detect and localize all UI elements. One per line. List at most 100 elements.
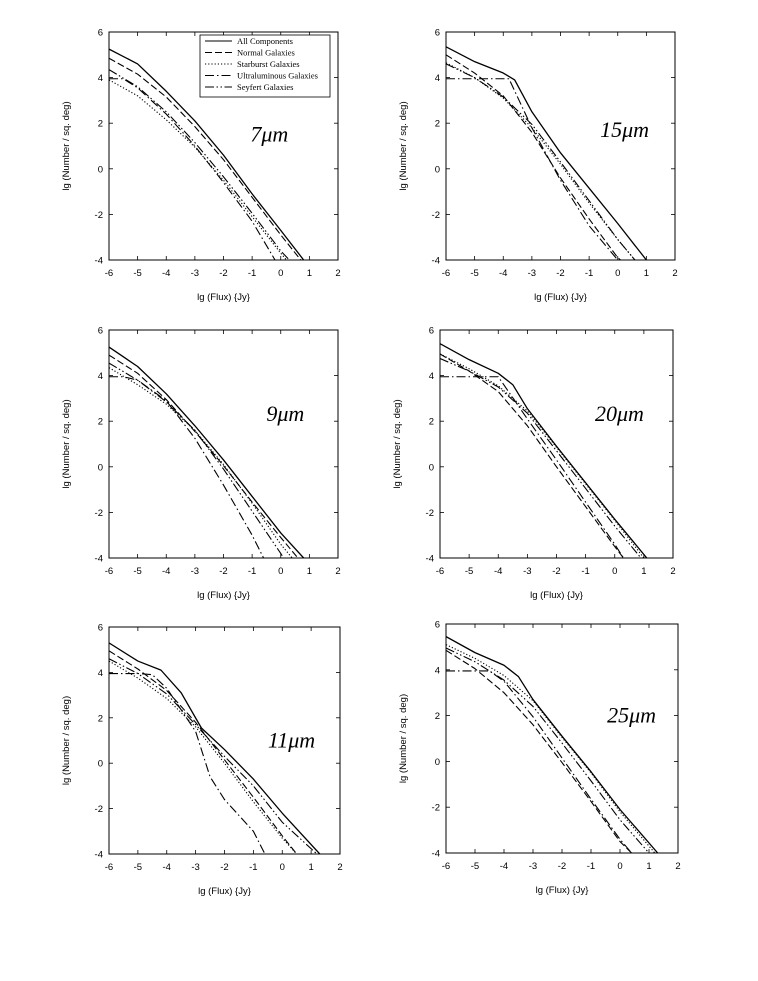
wavelength-label: 25μm (607, 702, 656, 727)
x-axis-title: lg (Flux) {Jy} (534, 292, 587, 303)
chart-panel-11-m: -6 -5 -4 -3 -2 -1 0 1 2 -4 -2 0 2 4 6 lg (Flux) {Jy} lg … (61, 623, 343, 898)
series-line-normal-galaxies (440, 353, 624, 558)
y-tick-label: 0 (98, 759, 103, 770)
series-line-ultraluminous-galaxies (446, 670, 633, 853)
x-tick-label: -1 (249, 862, 257, 873)
y-tick-label: 2 (98, 713, 103, 724)
y-tick-label: 2 (435, 119, 440, 130)
x-tick-label: -6 (105, 566, 113, 577)
series-line-ultraluminous-galaxies (446, 78, 619, 260)
x-tick-label: 2 (670, 566, 675, 577)
x-tick-label: 1 (644, 268, 649, 279)
y-tick-label: 4 (435, 73, 440, 84)
y-tick-label: -2 (95, 210, 103, 221)
x-tick-label: -1 (587, 861, 595, 872)
series-line-all-components (446, 636, 659, 853)
x-tick-label: 1 (307, 566, 312, 577)
x-tick-label: -4 (500, 861, 508, 872)
x-tick-label: -5 (465, 566, 473, 577)
y-tick-label: -2 (95, 508, 103, 519)
x-tick-label: 0 (280, 862, 285, 873)
y-axis-title: lg (Number / sq. deg) (61, 696, 72, 785)
x-tick-label: -2 (219, 268, 227, 279)
chart-panel-20-m: -6 -5 -4 -3 -2 -1 0 1 2 -4 -2 0 2 4 6 lg (Flux) {Jy} lg … (392, 326, 676, 602)
y-tick-label: 0 (429, 462, 434, 473)
x-axis-title: lg (Flux) {Jy} (536, 885, 589, 896)
x-tick-label: 2 (672, 268, 677, 279)
series-line-starburst-galaxies (109, 660, 298, 854)
plot-frame (445, 623, 679, 854)
x-tick-label: -6 (442, 268, 450, 279)
legend-entry-seyfert-galaxies: Seyfert Galaxies (237, 82, 293, 92)
y-tick-label: -2 (95, 804, 103, 815)
x-tick-label: -2 (219, 566, 227, 577)
chart-panel-25-m: -6 -5 -4 -3 -2 -1 0 1 2 -4 -2 0 2 4 6 lg (Flux) {Jy} lg … (398, 620, 681, 897)
x-tick-label: 2 (675, 861, 680, 872)
y-tick-label: -2 (432, 803, 440, 814)
series-line-all-components (446, 46, 647, 260)
wavelength-label: 9μm (266, 401, 304, 426)
series-line-normal-galaxies (446, 54, 621, 260)
y-tick-label: -2 (432, 210, 440, 221)
x-tick-label: 1 (307, 268, 312, 279)
chart-panel-7-m: -6 -5 -4 -3 -2 -1 0 1 2 -4 -2 0 2 4 6 lg (Flux) {Jy} lg … (61, 28, 341, 304)
y-tick-label: -4 (95, 256, 103, 267)
series-line-normal-galaxies (446, 649, 632, 853)
x-tick-label: 0 (612, 566, 617, 577)
x-tick-label: -5 (133, 268, 141, 279)
series-line-ultraluminous-galaxies (109, 78, 276, 260)
wavelength-label: 7μm (250, 121, 288, 146)
wavelength-label: 15μm (600, 117, 649, 142)
x-tick-label: -1 (585, 268, 593, 279)
series-line-all-components (440, 343, 648, 558)
x-tick-label: -3 (528, 268, 536, 279)
x-tick-label: -1 (248, 268, 256, 279)
y-tick-label: 2 (429, 417, 434, 428)
legend-entry-all-components: All Components (237, 36, 293, 46)
series-line-all-components (109, 346, 305, 558)
legend-entry-starburst-galaxies: Starburst Galaxies (237, 59, 300, 69)
x-tick-label: 1 (641, 566, 646, 577)
y-tick-label: 0 (435, 164, 440, 175)
x-tick-label: -4 (162, 268, 170, 279)
y-axis-title: lg (Number / sq. deg) (61, 101, 72, 190)
x-tick-label: -4 (499, 268, 507, 279)
plot-frame (108, 329, 339, 559)
y-tick-label: 4 (98, 668, 103, 679)
x-axis-title: lg (Flux) {Jy} (197, 590, 250, 601)
x-tick-label: -3 (191, 268, 199, 279)
y-tick-label: 6 (98, 28, 103, 39)
y-tick-label: 4 (98, 371, 103, 382)
y-tick-label: 4 (435, 665, 440, 676)
y-tick-label: -4 (426, 554, 434, 565)
x-tick-label: -6 (105, 862, 113, 873)
y-axis-title: lg (Number / sq. deg) (398, 694, 409, 783)
chart-panel-15-m: -6 -5 -4 -3 -2 -1 0 1 2 -4 -2 0 2 4 6 lg (Flux) {Jy} lg … (398, 28, 678, 304)
x-axis-title: lg (Flux) {Jy} (197, 292, 250, 303)
series-line-starburst-galaxies (109, 79, 287, 260)
series-line-seyfert-galaxies (109, 69, 290, 260)
x-axis-title: lg (Flux) {Jy} (530, 590, 583, 601)
plot-frame (445, 31, 676, 261)
y-tick-label: -4 (95, 850, 103, 861)
x-tick-label: -5 (134, 862, 142, 873)
series-line-normal-galaxies (109, 57, 302, 260)
x-tick-label: -6 (436, 566, 444, 577)
y-tick-label: -4 (95, 554, 103, 565)
x-tick-label: -5 (471, 861, 479, 872)
series-line-ultraluminous-galaxies (109, 376, 265, 558)
series-line-all-components (109, 48, 305, 260)
wavelength-label: 20μm (595, 401, 644, 426)
series-line-seyfert-galaxies (109, 658, 318, 854)
y-tick-label: 6 (98, 326, 103, 337)
y-tick-label: 2 (98, 119, 103, 130)
series-line-ultraluminous-galaxies (440, 376, 624, 558)
series-line-all-components (109, 642, 321, 854)
wavelength-label: 11μm (268, 727, 315, 752)
x-tick-label: -3 (191, 862, 199, 873)
y-tick-label: 0 (98, 164, 103, 175)
x-tick-label: 2 (335, 268, 340, 279)
x-tick-label: 0 (278, 566, 283, 577)
x-tick-label: -2 (556, 268, 564, 279)
